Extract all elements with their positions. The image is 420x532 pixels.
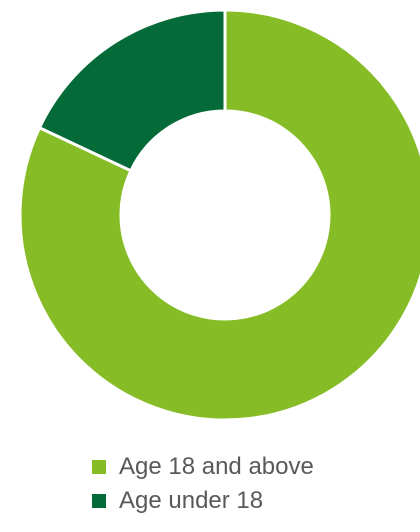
legend-item-age-18-and-above: Age 18 and above bbox=[92, 450, 314, 484]
slice-age-under-18 bbox=[37, 8, 227, 173]
legend-swatch-age-18-and-above bbox=[92, 460, 106, 474]
donut-slices bbox=[18, 8, 420, 422]
slice-age-18-and-above bbox=[18, 8, 420, 422]
donut-plot bbox=[18, 8, 420, 422]
legend-label-age-18-and-above: Age 18 and above bbox=[119, 453, 314, 480]
legend-label-age-under-18: Age under 18 bbox=[119, 487, 264, 514]
legend-swatch-age-under-18 bbox=[92, 494, 106, 508]
legend-item-age-under-18: Age under 18 bbox=[92, 484, 314, 518]
chart-legend: Age 18 and above Age under 18 bbox=[92, 450, 314, 518]
